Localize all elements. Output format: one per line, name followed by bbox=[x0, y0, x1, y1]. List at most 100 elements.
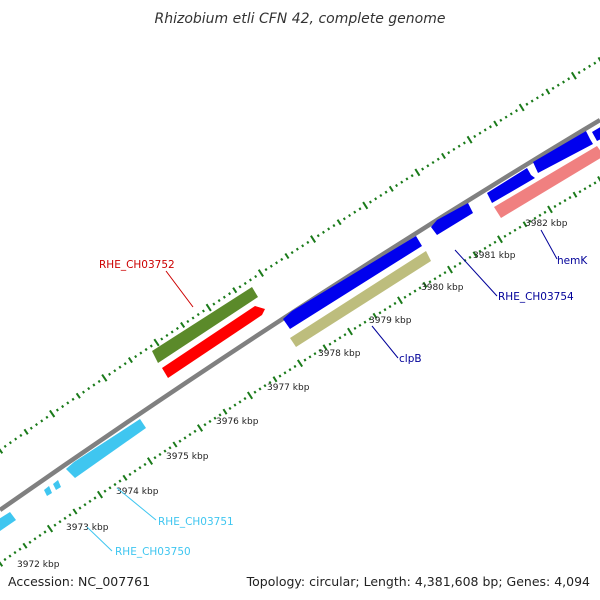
inner-tick-mark bbox=[353, 326, 357, 330]
gene-label-rhe-ch03752[interactable]: RHE_CH03752 bbox=[99, 259, 175, 271]
inner-tick-mark bbox=[22, 542, 28, 549]
inner-tick-mark bbox=[88, 499, 92, 503]
inner-tick-mark bbox=[413, 289, 417, 293]
outer-tick-mark bbox=[55, 408, 59, 412]
inner-tick-mark bbox=[397, 296, 403, 305]
inner-tick-mark bbox=[8, 554, 12, 558]
outer-tick-mark bbox=[515, 109, 518, 113]
outer-tick-mark bbox=[175, 326, 179, 330]
outer-tick-mark bbox=[426, 164, 430, 168]
inner-tick-mark bbox=[193, 429, 197, 433]
outer-tick-mark bbox=[593, 61, 597, 65]
inner-tick-mark bbox=[58, 520, 62, 524]
outer-tick-mark bbox=[310, 235, 317, 243]
inner-tick-mark bbox=[328, 342, 332, 346]
inner-tick-mark bbox=[308, 355, 312, 359]
outer-tick-mark bbox=[118, 365, 122, 369]
gene-feature-red[interactable] bbox=[162, 306, 265, 378]
leader-rhe-ch03754 bbox=[454, 249, 498, 297]
outer-tick-mark bbox=[562, 80, 565, 84]
inner-tick-mark bbox=[522, 221, 528, 228]
gene-feature-small-arrow-2[interactable] bbox=[53, 480, 61, 490]
gene-feature-blue-short[interactable] bbox=[431, 203, 473, 235]
outer-tick-mark bbox=[14, 437, 18, 441]
gene-feature-blue-upper[interactable] bbox=[533, 131, 593, 173]
outer-tick-mark bbox=[40, 419, 44, 423]
inner-tick-mark bbox=[358, 323, 362, 327]
inner-tick-mark bbox=[338, 336, 342, 340]
inner-tick-mark bbox=[563, 199, 567, 203]
outer-tick-mark bbox=[457, 144, 461, 148]
outer-tick-mark bbox=[295, 247, 299, 251]
outer-tick-mark bbox=[275, 261, 279, 265]
inner-tick-mark bbox=[597, 176, 600, 183]
gene-label-clpb[interactable]: clpB bbox=[399, 353, 422, 365]
inner-tick-mark bbox=[138, 466, 142, 470]
gene-feature-rhe-ch03749[interactable] bbox=[0, 512, 16, 531]
outer-tick-mark bbox=[342, 217, 346, 221]
inner-tick-mark bbox=[188, 433, 192, 437]
outer-tick-mark bbox=[23, 428, 29, 435]
outer-tick-mark bbox=[400, 180, 404, 184]
gene-feature-rhe-ch03751[interactable] bbox=[66, 419, 146, 478]
gene-label-rhe-ch03750[interactable]: RHE_CH03750 bbox=[115, 546, 191, 558]
outer-tick-mark bbox=[588, 64, 592, 68]
outer-tick-mark bbox=[81, 390, 86, 394]
inner-tick-mark bbox=[158, 452, 162, 456]
inner-tick-mark bbox=[96, 490, 104, 499]
outer-tick-mark bbox=[170, 330, 174, 334]
outer-tick-mark bbox=[483, 128, 487, 132]
tick-label-3975: 3975 kbp bbox=[166, 452, 209, 462]
inner-tick-mark bbox=[128, 472, 132, 476]
outer-tick-mark bbox=[222, 295, 226, 299]
inner-tick-mark bbox=[28, 540, 32, 544]
gene-label-hemk[interactable]: hemK bbox=[557, 255, 588, 267]
outer-tick-mark bbox=[71, 397, 75, 401]
gene-label-rhe-ch03751[interactable]: RHE_CH03751 bbox=[158, 516, 234, 528]
outer-tick-mark bbox=[431, 160, 435, 165]
gene-feature-small-arrow[interactable] bbox=[44, 486, 52, 496]
inner-tick-mark bbox=[533, 216, 537, 220]
outer-tick-mark bbox=[8, 441, 12, 445]
gene-feature-rhe-ch03754[interactable] bbox=[487, 168, 535, 203]
gene-label-rhe-ch03754[interactable]: RHE_CH03754 bbox=[498, 291, 574, 303]
tick-label-3976: 3976 kbp bbox=[216, 417, 259, 427]
gene-feature-blue-edge[interactable] bbox=[592, 126, 600, 141]
inner-tick-mark bbox=[243, 397, 247, 401]
tick-label-3972: 3972 kbp bbox=[17, 560, 60, 570]
gene-feature-blue-long[interactable] bbox=[283, 236, 422, 329]
outer-tick-mark bbox=[388, 185, 394, 192]
outer-tick-track bbox=[0, 56, 600, 454]
gene-feature-clpb[interactable] bbox=[290, 251, 431, 347]
outer-tick-mark bbox=[414, 168, 421, 177]
inner-tick-mark bbox=[347, 327, 353, 336]
outer-tick-mark bbox=[217, 299, 221, 303]
outer-tick-mark bbox=[410, 174, 414, 178]
outer-tick-mark bbox=[353, 210, 357, 214]
tick-label-3978: 3978 kbp bbox=[318, 349, 361, 359]
outer-tick-mark bbox=[358, 207, 362, 211]
inner-tick-mark bbox=[453, 264, 457, 269]
outer-tick-mark bbox=[243, 281, 247, 285]
inner-tick-mark bbox=[183, 436, 187, 440]
map-title: Rhizobium etli CFN 42, complete genome bbox=[155, 11, 446, 27]
leader-rhe-ch03751 bbox=[116, 487, 157, 521]
inner-tick-mark bbox=[472, 251, 478, 258]
inner-tick-mark bbox=[318, 348, 322, 353]
genome-summary-text: Topology: circular; Length: 4,381,608 bp… bbox=[246, 574, 590, 589]
inner-tick-mark bbox=[43, 530, 47, 534]
inner-tick-mark bbox=[272, 376, 278, 383]
gene-feature-hemk[interactable] bbox=[494, 146, 600, 218]
inner-tick-mark bbox=[343, 333, 347, 337]
outer-tick-mark bbox=[530, 99, 534, 103]
inner-tick-mark bbox=[458, 261, 462, 265]
inner-tick-mark bbox=[233, 403, 237, 407]
outer-tick-mark bbox=[113, 369, 117, 373]
inner-tick-mark bbox=[588, 184, 592, 188]
inner-tick-mark bbox=[258, 387, 262, 391]
outer-tick-mark bbox=[108, 372, 112, 376]
outer-tick-mark bbox=[478, 131, 482, 135]
outer-tick-mark bbox=[518, 103, 525, 112]
inner-tick-mark bbox=[403, 295, 407, 299]
gene-feature-rhe-ch03752[interactable] bbox=[152, 287, 258, 363]
